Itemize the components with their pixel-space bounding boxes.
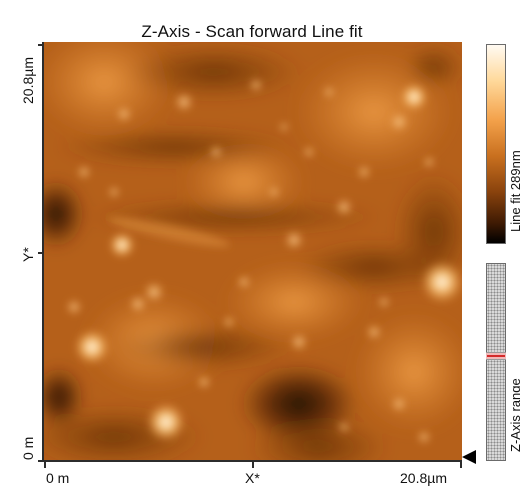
scan-title: Z-Axis - Scan forward Line fit [141, 22, 363, 41]
y-tick-mid [38, 252, 44, 254]
afm-height-image[interactable] [44, 42, 462, 460]
x-axis-max-label: 20.8µm [400, 470, 447, 486]
y-tick-top [38, 44, 44, 46]
y-tick-bottom [38, 460, 44, 462]
window-edge [520, 0, 522, 493]
triangle-left-icon[interactable] [462, 450, 476, 464]
x-tick-left [44, 462, 46, 468]
z-axis-range-indicator [487, 355, 505, 357]
y-axis-min-label: 0 m [20, 436, 36, 460]
plot-frame [42, 42, 462, 462]
color-scale-bar [486, 44, 506, 244]
x-axis-min-label: 0 m [46, 470, 70, 486]
x-axis-name-label: X* [245, 470, 260, 486]
y-axis-name-label: Y* [20, 247, 36, 262]
x-tick-right [460, 462, 462, 468]
z-axis-range-slider[interactable] [486, 263, 506, 461]
y-axis-max-label: 20.8µm [20, 57, 36, 104]
x-tick-mid [252, 462, 254, 468]
